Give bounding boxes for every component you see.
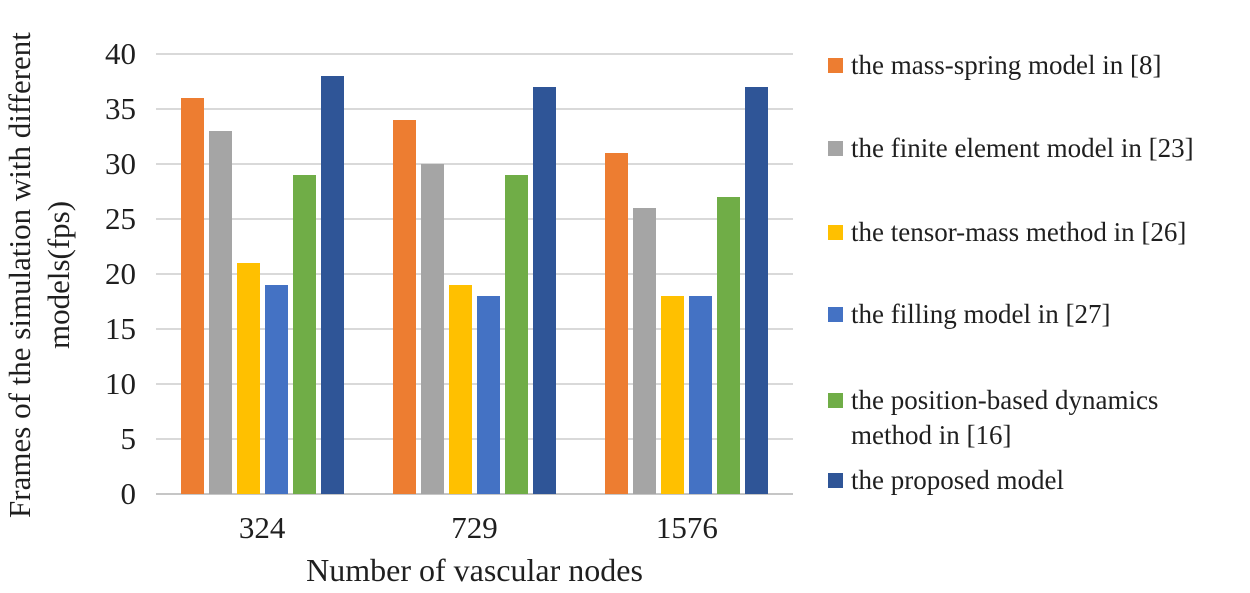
y-tick-label: 5 xyxy=(120,421,137,456)
bar xyxy=(420,164,444,494)
legend-item: the finite element model in [23] xyxy=(828,131,1194,166)
legend-label: the tensor-mass method in [26] xyxy=(851,217,1187,247)
legend-swatch-icon xyxy=(828,225,843,240)
bar xyxy=(717,197,741,494)
y-tick-label: 25 xyxy=(105,201,136,236)
bar xyxy=(264,285,288,494)
bar xyxy=(504,175,528,494)
y-tick-label: 10 xyxy=(105,366,136,401)
legend-item: the position-based dynamics method in [1… xyxy=(828,383,1246,453)
legend-item: the filling model in [27] xyxy=(828,297,1110,332)
legend-swatch-icon xyxy=(828,307,843,322)
legend-label: the finite element model in [23] xyxy=(851,133,1194,163)
legend-item: the proposed model xyxy=(828,463,1064,498)
gridline xyxy=(156,163,793,165)
gridline xyxy=(156,218,793,220)
bar xyxy=(633,208,657,494)
y-axis-title-line-1: Frames of the simulation with different xyxy=(2,32,37,518)
bar xyxy=(392,120,416,494)
x-tick-label: 324 xyxy=(238,510,286,545)
bar-group-324 xyxy=(156,54,368,494)
bar-group-1576 xyxy=(581,54,793,494)
y-tick-label: 0 xyxy=(120,476,137,511)
legend: the mass-spring model in [8] the finite e… xyxy=(828,0,1250,593)
x-tick-labels: 324 729 1576 xyxy=(156,510,793,546)
bar xyxy=(448,285,472,494)
bar xyxy=(320,76,344,494)
legend-swatch-icon xyxy=(828,141,843,156)
bar-group-729 xyxy=(368,54,580,494)
plot-area xyxy=(156,53,793,495)
y-tick-label: 35 xyxy=(105,91,136,126)
bar xyxy=(476,296,500,494)
bar xyxy=(532,87,556,494)
bar xyxy=(661,296,685,494)
legend-item: the tensor-mass method in [26] xyxy=(828,215,1186,250)
legend-swatch-icon xyxy=(828,473,843,488)
bar xyxy=(689,296,713,494)
gridline xyxy=(156,108,793,110)
gridline xyxy=(156,328,793,330)
bar-groups xyxy=(156,54,793,494)
bar xyxy=(180,98,204,494)
bar xyxy=(745,87,769,494)
gridline xyxy=(156,53,793,55)
legend-item: the mass-spring model in [8] xyxy=(828,48,1161,83)
x-axis-line xyxy=(156,493,793,495)
legend-swatch-icon xyxy=(828,393,843,408)
legend-swatch-icon xyxy=(828,58,843,73)
bar xyxy=(605,153,629,494)
y-tick-label: 20 xyxy=(105,256,136,291)
legend-label: the filling model in [27] xyxy=(851,299,1111,329)
y-tick-label: 30 xyxy=(105,146,136,181)
legend-label: the position-based dynamics method in [1… xyxy=(851,385,1159,450)
gridline xyxy=(156,438,793,440)
y-tick-label: 15 xyxy=(105,311,136,346)
bar xyxy=(292,175,316,494)
legend-label: the mass-spring model in [8] xyxy=(851,50,1162,80)
gridline xyxy=(156,383,793,385)
y-tick-label: 40 xyxy=(105,36,136,71)
x-tick-label: 1576 xyxy=(655,510,718,545)
legend-label: the proposed model xyxy=(851,465,1064,495)
bar xyxy=(208,131,232,494)
gridline xyxy=(156,273,793,275)
x-tick-label: 729 xyxy=(451,510,498,545)
x-axis-title: Number of vascular nodes xyxy=(306,552,643,588)
bar xyxy=(236,263,260,494)
